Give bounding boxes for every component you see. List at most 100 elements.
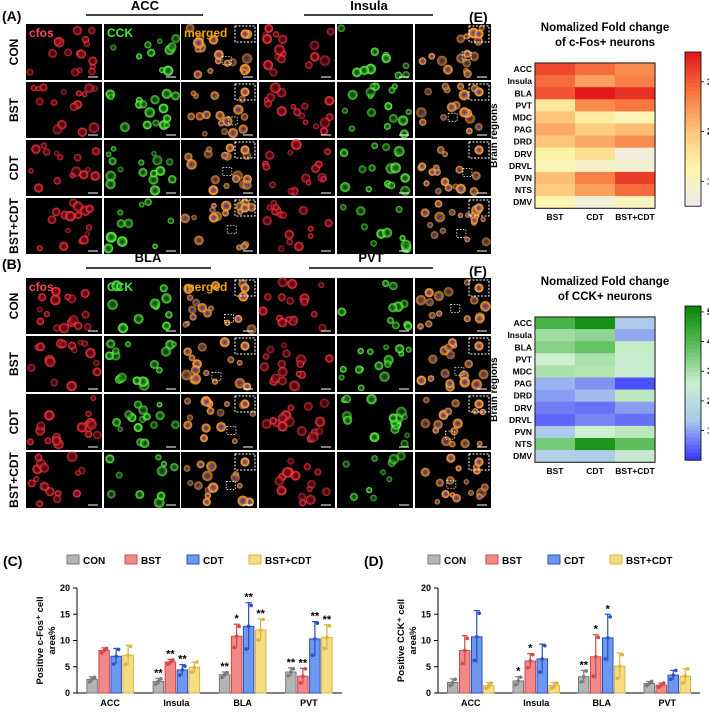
- cell-soma: [232, 104, 244, 116]
- cell-soma: [238, 123, 249, 135]
- nucleus-dot: [197, 485, 201, 489]
- cell-soma: [469, 295, 479, 305]
- nucleus-dot: [232, 132, 236, 136]
- cell-soma: [339, 365, 348, 374]
- zoom-box: [444, 430, 455, 440]
- data-point: [303, 667, 308, 671]
- colorbar-step: [685, 179, 701, 184]
- cell-soma: [188, 354, 196, 362]
- cell-soma: [357, 384, 365, 392]
- micrograph-tile: [415, 82, 491, 138]
- cell-soma: [299, 297, 309, 307]
- cell-soma: [386, 475, 393, 483]
- cell-soma: [296, 359, 305, 369]
- cell-soma: [196, 460, 205, 469]
- nucleus-dot: [483, 373, 487, 377]
- cell-soma: [169, 462, 179, 472]
- data-point: [222, 672, 227, 677]
- heatmap-row-label: DMV: [513, 197, 532, 207]
- nucleus-dot: [444, 372, 448, 377]
- inset-box: [468, 395, 490, 413]
- nucleus-dot: [474, 410, 478, 414]
- colorbar-tick-label: 2: [707, 396, 709, 406]
- inset-box: [468, 25, 490, 43]
- zoom-box: [446, 479, 457, 489]
- colorbar-step: [685, 402, 701, 407]
- colorbar-step: [685, 132, 701, 138]
- cell-soma: [187, 112, 196, 121]
- region-label-insula: Insula: [350, 0, 388, 13]
- micrograph-tile: [337, 24, 413, 80]
- colorbar-step: [685, 356, 701, 361]
- heatmap-cell: [615, 63, 655, 76]
- heatmap-cell: [575, 123, 615, 136]
- nucleus-dot: [421, 60, 426, 64]
- cell-soma: [418, 118, 427, 127]
- legend-swatch: [248, 554, 262, 565]
- cell-soma: [149, 297, 161, 310]
- colorbar-step: [685, 202, 701, 207]
- cell-soma: [339, 148, 349, 158]
- cell-soma: [290, 138, 303, 151]
- cell-soma: [186, 414, 194, 422]
- cell-soma: [337, 24, 346, 33]
- cell-soma: [317, 281, 325, 289]
- heatmap-cell: [535, 450, 575, 463]
- cell-soma: [104, 178, 117, 190]
- row-label-bst-cdt: BST+CDT: [7, 451, 21, 507]
- data-point: [225, 670, 229, 675]
- region-label-bla: BLA: [135, 250, 162, 265]
- zoom-box: [221, 56, 232, 66]
- heatmap-row-label: PVT: [515, 100, 532, 110]
- data-point: [450, 680, 455, 685]
- data-point: [190, 670, 194, 674]
- cell-soma: [151, 154, 163, 166]
- data-point: [542, 643, 547, 648]
- heatmap-cell: [535, 196, 575, 209]
- data-point: [111, 662, 116, 666]
- cell-soma: [85, 224, 93, 231]
- nucleus-dot: [205, 114, 210, 118]
- micrograph-tile: [26, 198, 102, 254]
- cell-soma: [138, 201, 145, 208]
- nucleus-dot: [189, 27, 193, 31]
- cell-soma: [341, 394, 352, 404]
- cell-soma: [223, 182, 230, 190]
- heatmap-ylabel: Brain regions: [489, 357, 500, 422]
- cell-soma: [470, 216, 479, 225]
- data-point: [244, 647, 248, 651]
- data-point: [489, 681, 494, 685]
- cell-soma: [155, 366, 163, 374]
- cell-soma: [26, 363, 36, 373]
- cell-soma: [474, 313, 485, 324]
- cell-soma: [85, 204, 95, 214]
- cell-soma: [265, 92, 276, 103]
- colorbar-step: [685, 159, 701, 165]
- cell-soma: [435, 478, 445, 488]
- cell-soma: [290, 103, 297, 110]
- colorbar-step: [685, 437, 701, 442]
- cell-soma: [70, 67, 80, 77]
- cell-soma: [268, 67, 278, 77]
- cell-soma: [56, 153, 64, 161]
- cell-soma: [436, 55, 448, 67]
- cell-soma: [27, 479, 37, 488]
- cell-soma: [190, 90, 197, 97]
- colorbar-step: [685, 456, 701, 461]
- cell-soma: [393, 145, 406, 158]
- heatmap-row-label: MDC: [513, 366, 532, 376]
- cell-soma: [47, 214, 57, 225]
- data-point: [474, 635, 479, 639]
- micrograph-tile: [104, 82, 181, 138]
- zoom-box: [447, 112, 458, 122]
- cell-soma: [277, 366, 288, 378]
- cell-soma: [262, 352, 270, 361]
- cell-soma: [365, 393, 378, 405]
- panel-letter-b: (B): [2, 256, 21, 272]
- heatmap-row-label: DRV: [514, 403, 532, 413]
- cell-soma: [420, 467, 431, 478]
- nucleus-dot: [243, 245, 247, 249]
- cell-soma: [286, 238, 294, 246]
- nucleus-dot: [421, 165, 425, 169]
